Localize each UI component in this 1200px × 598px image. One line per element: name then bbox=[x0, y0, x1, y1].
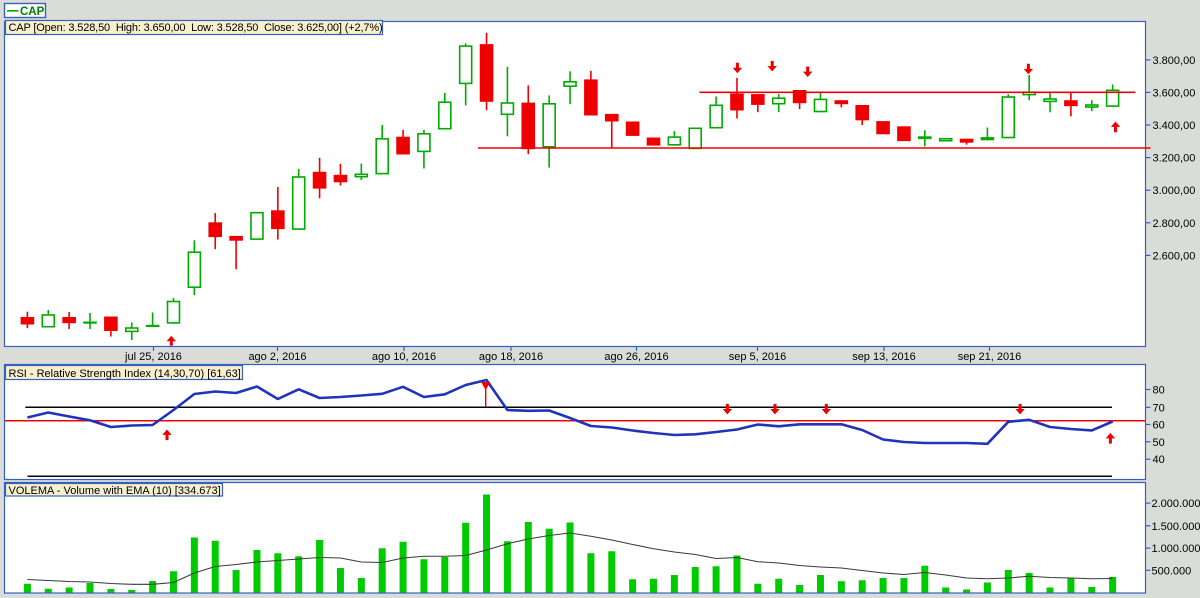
svg-text:70: 70 bbox=[1153, 402, 1165, 414]
svg-text:2.000.000: 2.000.000 bbox=[1152, 498, 1200, 510]
svg-text:1.000.000: 1.000.000 bbox=[1152, 543, 1200, 555]
svg-text:sep 13, 2016: sep 13, 2016 bbox=[852, 351, 916, 363]
svg-text:500.000: 500.000 bbox=[1152, 565, 1192, 577]
svg-text:ago 26, 2016: ago 26, 2016 bbox=[604, 351, 668, 363]
svg-text:3.200,00: 3.200,00 bbox=[1153, 153, 1196, 165]
svg-text:80: 80 bbox=[1153, 385, 1165, 397]
svg-text:ago 2, 2016: ago 2, 2016 bbox=[248, 351, 306, 363]
svg-text:50: 50 bbox=[1153, 437, 1165, 449]
svg-text:3.000,00: 3.000,00 bbox=[1153, 185, 1196, 197]
svg-text:3.800,00: 3.800,00 bbox=[1153, 55, 1196, 67]
svg-text:2.600,00: 2.600,00 bbox=[1153, 250, 1196, 262]
svg-text:40: 40 bbox=[1153, 454, 1165, 466]
svg-text:1.500.000: 1.500.000 bbox=[1152, 521, 1200, 533]
svg-text:ago 18, 2016: ago 18, 2016 bbox=[479, 351, 543, 363]
svg-text:3.400,00: 3.400,00 bbox=[1153, 120, 1196, 132]
svg-text:2.800,00: 2.800,00 bbox=[1153, 218, 1196, 230]
svg-text:sep 5, 2016: sep 5, 2016 bbox=[729, 351, 787, 363]
svg-text:RSI - Relative Strength Index: RSI - Relative Strength Index (14,30,70)… bbox=[9, 368, 241, 380]
svg-text:sep 21, 2016: sep 21, 2016 bbox=[958, 351, 1022, 363]
svg-text:jul 25, 2016: jul 25, 2016 bbox=[124, 351, 182, 363]
svg-text:VOLEMA - Volume with EMA (10): VOLEMA - Volume with EMA (10) [334.673] bbox=[9, 485, 221, 497]
svg-text:CAP [Open: 3.528,50 High: 3.6: CAP [Open: 3.528,50 High: 3.650,00 Low: … bbox=[9, 22, 383, 34]
svg-text:60: 60 bbox=[1153, 420, 1165, 432]
svg-text:CAP: CAP bbox=[20, 6, 45, 18]
svg-text:3.600,00: 3.600,00 bbox=[1153, 87, 1196, 99]
svg-text:ago 10, 2016: ago 10, 2016 bbox=[372, 351, 436, 363]
